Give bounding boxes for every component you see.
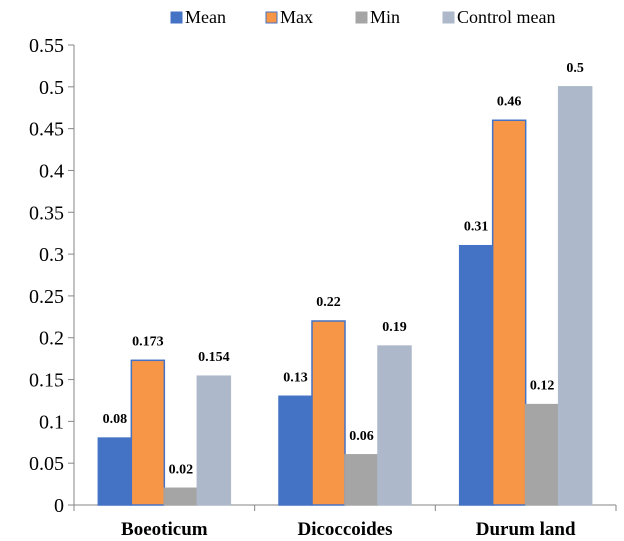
bar-control-mean <box>557 86 593 506</box>
bar-control-mean <box>377 345 412 506</box>
bar-control-mean <box>196 375 232 506</box>
data-label: 0.31 <box>464 220 489 235</box>
bar-mean <box>458 244 494 506</box>
y-tick-label: 0.55 <box>29 35 64 57</box>
x-category-label: Durum land <box>476 519 576 540</box>
y-tick-label: 0.4 <box>39 160 64 182</box>
data-label: 0.154 <box>198 350 230 365</box>
bar-series-group <box>97 86 593 506</box>
data-label: 0.08 <box>103 412 128 427</box>
legend-label: Mean <box>185 7 226 27</box>
legend-swatch <box>170 11 183 24</box>
y-tick-label: 0.15 <box>29 370 64 392</box>
y-tick-label: 0.3 <box>39 244 64 266</box>
y-tick-label: 0.5 <box>39 77 64 99</box>
data-label: 0.13 <box>283 370 308 385</box>
data-label-group: 0.08 0.173 0.02 0.154 0.13 0.22 0.06 0.19 0.31 0.… <box>103 61 584 477</box>
y-tick-label: 0.2 <box>39 328 64 350</box>
data-label: 0.19 <box>382 320 407 335</box>
data-label: 0.46 <box>497 94 522 109</box>
legend-label: Control mean <box>457 7 555 27</box>
data-label: 0.02 <box>169 462 194 477</box>
y-tick-label: 0.1 <box>39 411 64 433</box>
x-category-label: Dicoccoides <box>298 519 393 540</box>
bar-mean <box>97 437 133 506</box>
data-label: 0.12 <box>530 379 555 394</box>
y-tick-label: 0.25 <box>29 286 64 308</box>
bar-max <box>491 119 527 506</box>
bar-min <box>163 487 199 506</box>
legend-swatch <box>442 11 455 24</box>
data-label: 0.22 <box>316 295 341 310</box>
bar-max <box>130 359 166 506</box>
bar-mean <box>278 395 313 506</box>
legend-swatch <box>265 11 278 24</box>
y-tick-label: 0.05 <box>29 453 64 475</box>
data-label: 0.5 <box>566 61 584 76</box>
data-label: 0.06 <box>349 429 374 444</box>
x-category-label: Boeoticum <box>121 519 208 540</box>
legend-label: Min <box>370 7 400 27</box>
y-axis: 0 0.05 0.1 0.15 0.2 0.25 0.3 0.35 0.4 0.45 0.5 0.55 <box>29 35 75 517</box>
legend-label: Max <box>280 7 313 27</box>
bar-max <box>311 320 346 506</box>
data-label: 0.173 <box>132 334 164 349</box>
x-axis: Boeoticum Dicoccoides Durum land <box>73 504 617 540</box>
chart-legend: Mean Max Min Control mean <box>170 7 555 27</box>
bar-min <box>524 403 560 506</box>
bar-min <box>344 454 379 506</box>
legend-swatch <box>355 11 368 24</box>
y-tick-label: 0.45 <box>29 119 64 141</box>
y-tick-label: 0 <box>54 495 64 517</box>
y-tick-label: 0.35 <box>29 202 64 224</box>
